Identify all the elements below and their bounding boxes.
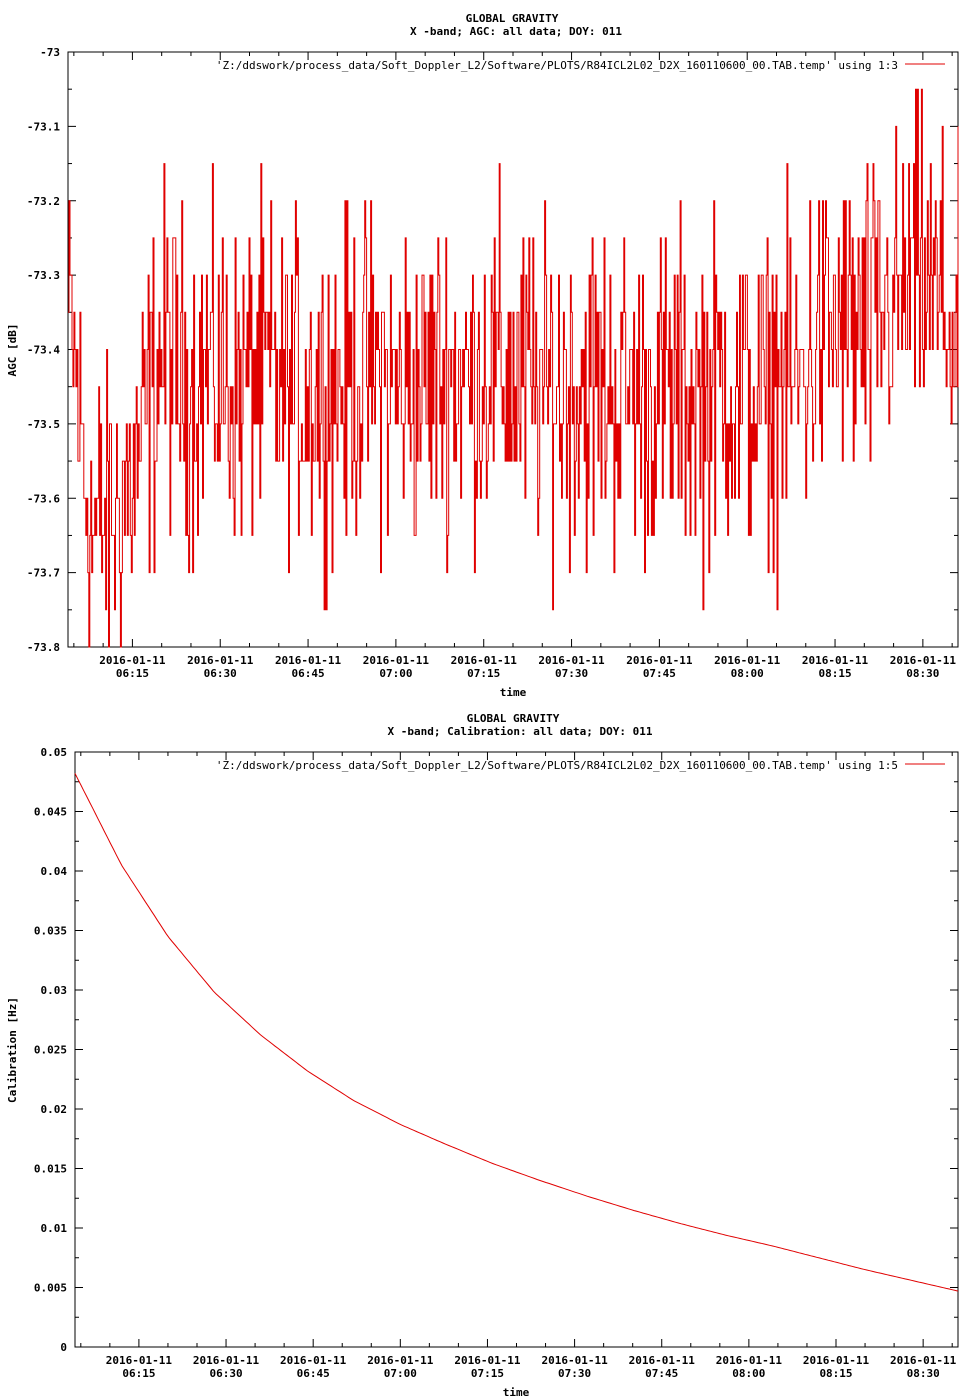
agc-y-axis-label: AGC [dB] xyxy=(6,324,19,377)
calibration-x-tick-date: 2016-01-11 xyxy=(367,1354,434,1367)
agc-x-tick-date: 2016-01-11 xyxy=(451,654,518,667)
agc-y-tick-label: -73.8 xyxy=(27,641,60,654)
calibration-x-tick-time: 07:30 xyxy=(558,1367,591,1380)
agc-x-tick-date: 2016-01-11 xyxy=(890,654,957,667)
calibration-x-tick-date: 2016-01-11 xyxy=(106,1354,173,1367)
agc-y-tick-label: -73.5 xyxy=(27,418,60,431)
agc-x-tick-date: 2016-01-11 xyxy=(626,654,693,667)
calibration-x-tick-date: 2016-01-11 xyxy=(541,1354,608,1367)
agc-x-tick-time: 07:00 xyxy=(379,667,412,680)
agc-y-tick-label: -73.2 xyxy=(27,195,60,208)
agc-x-tick-date: 2016-01-11 xyxy=(187,654,254,667)
calibration-x-tick-time: 06:15 xyxy=(122,1367,155,1380)
calibration-legend-label: 'Z:/ddswork/process_data/Soft_Doppler_L2… xyxy=(216,759,898,772)
agc-y-ticks: -73 -73.1 -73.2 -73.3 -73.4 -73.5 -73.6 -73.7 -7… xyxy=(27,46,958,654)
agc-legend-label: 'Z:/ddswork/process_data/Soft_Doppler_L2… xyxy=(216,59,898,72)
agc-x-axis-label: time xyxy=(500,686,527,699)
agc-x-tick-time: 06:45 xyxy=(292,667,325,680)
agc-x-tick-time: 07:30 xyxy=(555,667,588,680)
calibration-y-tick-label: 0.005 xyxy=(34,1282,67,1295)
calibration-x-tick-date: 2016-01-11 xyxy=(803,1354,870,1367)
calibration-plot-frame xyxy=(74,751,959,1348)
agc-x-tick-time: 06:30 xyxy=(204,667,237,680)
calibration-x-axis-label: time xyxy=(503,1386,530,1399)
agc-y-tick-label: -73.6 xyxy=(27,492,60,505)
calibration-y-tick-label: 0 xyxy=(60,1341,67,1354)
calibration-y-tick-label: 0.04 xyxy=(41,865,68,878)
agc-x-tick-date: 2016-01-11 xyxy=(99,654,166,667)
agc-x-tick-time: 08:15 xyxy=(818,667,851,680)
calibration-chart: GLOBAL GRAVITY X -band; Calibration: all… xyxy=(6,712,959,1399)
calibration-x-tick-date: 2016-01-11 xyxy=(280,1354,347,1367)
agc-y-tick-label: -73.3 xyxy=(27,269,60,282)
calibration-series-line xyxy=(74,773,959,1292)
agc-y-tick-label: -73 xyxy=(40,46,60,59)
calibration-x-tick-time: 08:30 xyxy=(907,1367,940,1380)
agc-chart: GLOBAL GRAVITY X -band; AGC: all data; D… xyxy=(6,12,959,699)
agc-x-tick-time: 08:00 xyxy=(731,667,764,680)
calibration-y-tick-label: 0.035 xyxy=(34,925,67,938)
calibration-x-tick-time: 07:15 xyxy=(471,1367,504,1380)
agc-x-tick-date: 2016-01-11 xyxy=(714,654,781,667)
agc-y-tick-label: -73.1 xyxy=(27,120,60,133)
agc-chart-title: GLOBAL GRAVITY xyxy=(466,12,559,25)
agc-x-tick-time: 06:15 xyxy=(116,667,149,680)
agc-y-tick-label: -73.7 xyxy=(27,567,60,580)
agc-x-tick-date: 2016-01-11 xyxy=(363,654,430,667)
agc-chart-subtitle: X -band; AGC: all data; DOY: 011 xyxy=(410,25,622,38)
calibration-y-tick-label: 0.025 xyxy=(34,1044,67,1057)
calibration-chart-title: GLOBAL GRAVITY xyxy=(467,712,560,725)
agc-x-tick-time: 07:15 xyxy=(467,667,500,680)
calibration-chart-subtitle: X -band; Calibration: all data; DOY: 011 xyxy=(388,725,653,738)
agc-x-ticks: 2016-01-1106:152016-01-1106:302016-01-11… xyxy=(73,52,957,680)
calibration-y-tick-label: 0.015 xyxy=(34,1163,67,1176)
agc-x-tick-time: 07:45 xyxy=(643,667,676,680)
agc-x-tick-date: 2016-01-11 xyxy=(275,654,342,667)
calibration-x-tick-date: 2016-01-11 xyxy=(716,1354,783,1367)
calibration-x-tick-date: 2016-01-11 xyxy=(454,1354,521,1367)
calibration-x-tick-time: 06:30 xyxy=(209,1367,242,1380)
calibration-series xyxy=(74,773,959,1292)
calibration-x-ticks: 2016-01-1106:152016-01-1106:302016-01-11… xyxy=(80,752,957,1380)
calibration-x-tick-time: 08:15 xyxy=(819,1367,852,1380)
calibration-x-tick-date: 2016-01-11 xyxy=(890,1354,957,1367)
calibration-y-tick-label: 0.01 xyxy=(41,1222,68,1235)
calibration-x-tick-time: 06:45 xyxy=(297,1367,330,1380)
calibration-x-tick-time: 07:45 xyxy=(645,1367,678,1380)
agc-x-tick-time: 08:30 xyxy=(906,667,939,680)
agc-series-line xyxy=(68,88,959,648)
calibration-y-tick-label: 0.05 xyxy=(41,746,68,759)
calibration-y-tick-label: 0.045 xyxy=(34,806,67,819)
calibration-y-axis-label: Calibration [Hz] xyxy=(6,997,19,1103)
agc-series xyxy=(68,88,959,648)
agc-y-tick-label: -73.4 xyxy=(27,344,60,357)
calibration-x-tick-date: 2016-01-11 xyxy=(629,1354,696,1367)
agc-x-tick-date: 2016-01-11 xyxy=(802,654,869,667)
calibration-y-ticks: 0.05 0.045 0.04 0.035 0.03 0.025 0.02 0.015 0.01… xyxy=(34,746,958,1354)
agc-x-tick-date: 2016-01-11 xyxy=(538,654,605,667)
calibration-x-tick-time: 07:00 xyxy=(384,1367,417,1380)
calibration-y-tick-label: 0.03 xyxy=(41,984,68,997)
calibration-y-tick-label: 0.02 xyxy=(41,1103,68,1116)
calibration-x-tick-date: 2016-01-11 xyxy=(193,1354,260,1367)
calibration-x-tick-time: 08:00 xyxy=(732,1367,765,1380)
